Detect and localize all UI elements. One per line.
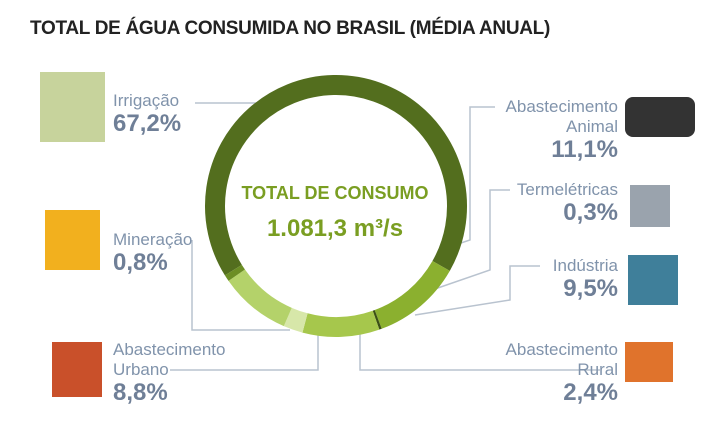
leader-line (414, 265, 540, 316)
category-name: Abastecimento Rural (505, 340, 618, 379)
segment-label: Abastecimento Rural 2,4% (493, 340, 618, 406)
category-name: Termelétricas (516, 180, 618, 199)
icon-power-plant (630, 185, 670, 227)
value-label: 2,4% (563, 379, 618, 406)
leader-lines (170, 102, 600, 371)
value-label: 67,2% (113, 110, 182, 137)
category-name: Indústria (552, 256, 618, 275)
segment-label: Termelétricas 0,3% (517, 180, 618, 226)
donut-segment (283, 307, 308, 333)
value-label: 9,5% (563, 275, 618, 302)
leader-line (454, 106, 495, 246)
donut-segment (372, 310, 382, 330)
donut-segment (224, 264, 245, 281)
leader-line (170, 330, 319, 371)
value-label: 0,3% (563, 199, 618, 226)
icons (40, 72, 695, 397)
value-label: 11,1% (551, 136, 618, 163)
center-title: TOTAL DE CONSUMO (241, 183, 429, 203)
leader-line (191, 240, 290, 331)
segment-label: Indústria 9,5% (553, 256, 618, 302)
leader-line (431, 189, 510, 291)
chart-title: TOTAL DE ÁGUA CONSUMIDA NO BRASIL (MÉDIA… (30, 18, 550, 39)
category-name: Mineração (113, 230, 193, 249)
donut-segment (228, 269, 293, 327)
leader-line (359, 330, 600, 371)
icon-cow (625, 97, 695, 137)
segment-label: Abastecimento Urbano 8,8% (113, 340, 238, 406)
category-name: Abastecimento Urbano (113, 340, 226, 379)
icon-factory (628, 255, 678, 305)
segment-label: Irrigação 67,2% (113, 91, 181, 137)
value-label: 8,8% (113, 379, 168, 406)
icon-irrigation (40, 72, 105, 142)
icon-rural-house (625, 342, 673, 382)
category-name: Irrigação (113, 91, 180, 110)
donut-segment (205, 75, 467, 276)
segment-label: Mineração 0,8% (113, 230, 192, 276)
donut-segment (374, 260, 450, 329)
value-label: 0,8% (113, 249, 168, 276)
center-value: 1.081,3 m³/s (266, 215, 404, 242)
donut-segment (302, 310, 380, 337)
segment-label: Abastecimento Animal 11,1% (493, 97, 618, 163)
category-name: Abastecimento Animal (505, 97, 618, 136)
icon-mining (45, 210, 100, 270)
icon-urban-building (52, 342, 102, 397)
